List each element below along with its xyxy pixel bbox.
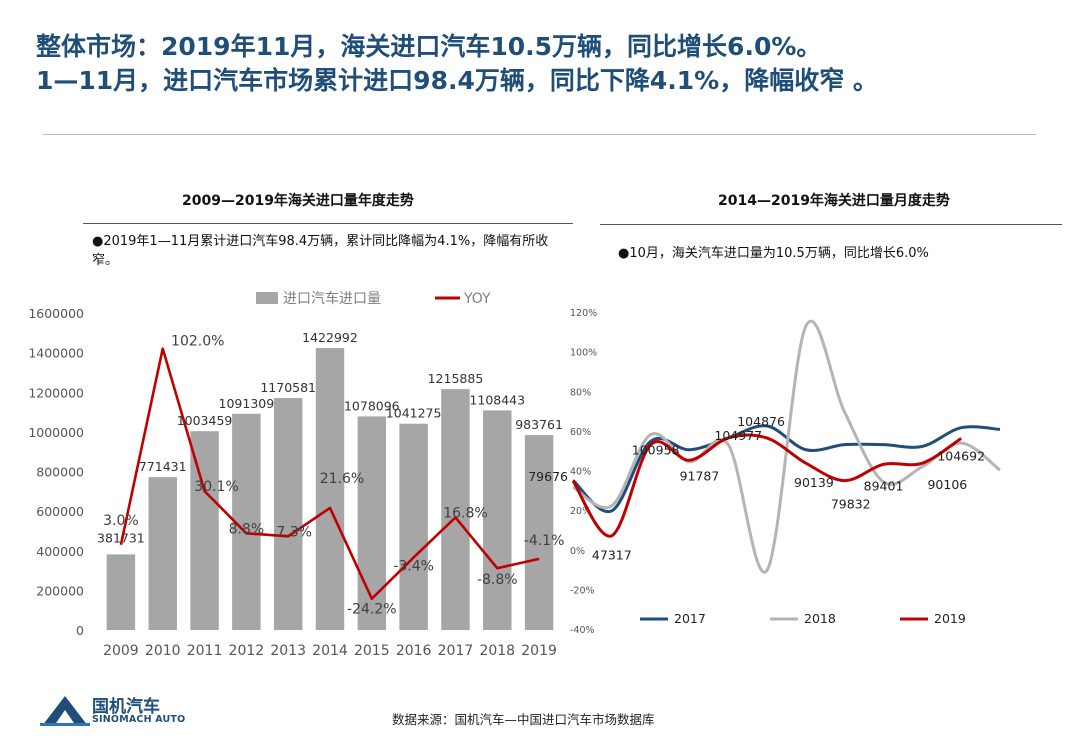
sinomach-logo-icon [40,696,90,726]
annual-chart-note: ●2019年1—11月累计进口汽车98.4万辆，累计同比降幅为4.1%，降幅有所… [92,234,549,268]
bar-value-label: 771431 [139,459,187,474]
x-tick-label: 2015 [354,643,390,659]
yoy-value-label: 3.0% [103,513,139,529]
yoy-value-label: -24.2% [347,602,397,618]
data-label-2019: 104692 [937,448,985,463]
headline: 整体市场：2019年11月，海关进口汽车10.5万辆，同比增长6.0%。 1—1… [36,30,1056,98]
x-tick-label: 2014 [312,643,348,659]
data-label-2019: 79832 [831,497,871,512]
annual-chart: 进口汽车进口量 YOY 0 200000 400000 600000 800000 10000… [28,290,597,659]
bar-2019 [524,435,554,630]
y2-tick-label: 40% [570,467,591,478]
x-tick-label: 2016 [396,643,432,659]
y-tick-label: 1400000 [28,346,84,361]
x-tick-label: 2017 [438,643,474,659]
y-tick-label: 600000 [36,504,84,519]
data-label-2019: 100958 [632,443,680,458]
bar-2009 [106,554,136,630]
yoy-value-label: 30.1% [194,479,238,495]
bar-value-label: 983761 [515,417,563,432]
legend-label-bar: 进口汽车进口量 [283,290,381,307]
yoy-value-label: 16.8% [443,505,487,521]
series-line-2018 [572,319,1001,574]
bar-2012 [232,413,261,630]
x-tick-label: 2012 [229,643,265,659]
bar-2011 [190,431,219,630]
data-source: 数据来源：国机汽车—中国进口汽车市场数据库 [392,712,655,727]
data-label-2019: 47317 [592,548,632,563]
brand-name: 国机汽车 [92,697,160,717]
bar-2015 [357,416,387,630]
data-label-2019: 104876 [737,414,785,429]
headline-line-2: 1—11月，进口汽车市场累计进口98.4万辆，同比下降4.1%，降幅收窄 。 [36,66,878,95]
y2-tick-label: 100% [570,348,597,359]
bar-value-label: 1091309 [219,396,275,411]
bar-value-label: 1422992 [302,330,358,345]
monthly-chart-rule [600,224,1062,225]
monthly-chart-title: 2014—2019年海关进口量月度走势 [718,193,950,209]
data-label-2019: 91787 [680,468,720,483]
y2-tick-label: 80% [570,387,591,398]
x-tick-label: 2010 [145,643,181,659]
headline-divider [42,134,1036,135]
bar-value-label: 1041275 [386,406,442,421]
bar-value-label: 1078096 [344,398,400,413]
bar-value-label: 381731 [97,530,145,545]
y2-tick-label: 0% [570,546,585,557]
legend-label-yoy: YOY [463,291,491,307]
x-tick-label: 2018 [479,643,515,659]
bar-value-label: 1215885 [428,371,484,386]
x-tick-label: 2013 [270,643,306,659]
bar-2013 [273,398,303,630]
y-tick-label: 1000000 [28,425,84,440]
x-tick-label: 2011 [187,643,223,659]
series-line-2019 [571,433,963,538]
y2-tick-label: 20% [570,506,591,517]
yoy-value-label: 21.6% [320,471,364,487]
y-tick-label: 200000 [36,583,84,598]
data-label-2019: 90139 [794,475,834,490]
bar-2010 [148,477,177,630]
bar-2016 [399,423,428,630]
data-label-2019: 104977 [714,428,762,443]
yoy-value-label: 7.3% [276,524,312,540]
yoy-value-label: 8.8% [229,521,265,537]
data-label-2019: 89401 [864,478,904,493]
bar-value-label: 1108443 [469,392,525,407]
y-tick-label: 1200000 [28,385,84,400]
y2-tick-label: 60% [570,427,591,438]
annual-chart-rule [83,223,573,224]
brand-name-en: SINOMACH AUTO [92,714,186,725]
annual-chart-title: 2009—2019年海关进口量年度走势 [182,193,414,209]
y2-tick-label: 120% [570,308,597,319]
y-tick-label: 1600000 [28,306,84,321]
monthly-chart-note: ●10月，海关汽车进口量为10.5万辆，同比增长6.0% [618,246,929,261]
legend-label-2017: 2017 [674,611,706,626]
legend-label-2019: 2019 [934,611,966,626]
bar-2017 [441,389,470,630]
bar-value-label: 1003459 [177,413,233,428]
yoy-value-label: 102.0% [171,334,224,350]
bar-2018 [483,410,512,630]
series-line-2017 [571,424,1001,514]
bar-2014 [315,348,345,630]
legend-swatch-bar [256,292,278,304]
yoy-value-label: -8.8% [477,572,518,588]
y-tick-label: 400000 [36,544,84,559]
y2-tick-label: -40% [570,625,595,636]
yoy-value-label: -3.4% [393,558,434,574]
data-label-2019: 90106 [927,477,967,492]
data-label-2019: 79676 [528,469,568,484]
bar-value-label: 1170581 [260,380,316,395]
legend-label-2018: 2018 [804,611,836,626]
yoy-value-label: -4.1% [524,533,565,549]
y2-tick-label: -20% [570,585,595,596]
headline-line-1: 整体市场：2019年11月，海关进口汽车10.5万辆，同比增长6.0%。 [36,32,822,61]
y-tick-label: 0 [76,623,84,638]
yoy-line [119,347,540,600]
y-tick-label: 800000 [36,465,84,480]
x-tick-label: 2009 [103,643,139,659]
x-tick-label: 2019 [521,643,557,659]
